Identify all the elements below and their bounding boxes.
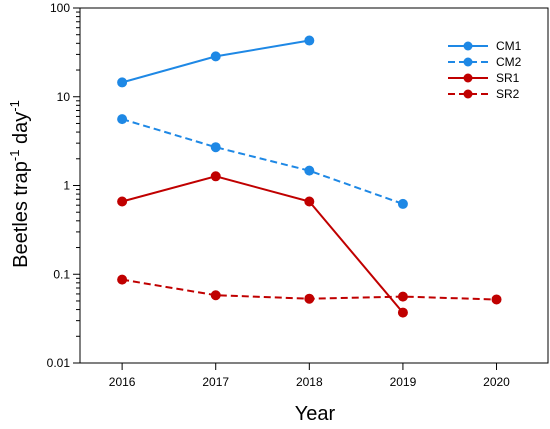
data-point-cm1 (210, 51, 221, 62)
series-layer (117, 35, 502, 318)
data-point-sr1 (304, 196, 315, 207)
y-axis-title-sup1: -1 (7, 150, 22, 162)
data-point-sr2 (304, 293, 315, 304)
data-point-sr2 (210, 290, 221, 301)
data-point-sr1 (397, 307, 408, 318)
axes: 0.01 0.1 1 10 100 2016 2017 2018 2019 2020 (47, 1, 549, 389)
data-point-cm2 (304, 165, 315, 176)
y-axis-title-sup2: -1 (7, 100, 22, 112)
data-point-cm1 (117, 77, 128, 88)
data-point-sr2 (117, 274, 128, 285)
series-line-cm1 (121, 39, 310, 84)
plot-frame (79, 7, 549, 364)
data-point-sr1 (117, 196, 128, 207)
y-axis-title: Beetles trap-1 day-1 (7, 100, 32, 268)
data-point-sr2 (397, 291, 408, 302)
y-tick-label: 100 (50, 1, 70, 15)
series-line-cm2 (121, 118, 404, 205)
y-axis-title-mid: day (10, 112, 32, 150)
legend-marker-sr1 (463, 73, 473, 83)
x-tick-label: 2017 (202, 375, 229, 389)
y-tick-label: 0.1 (53, 267, 70, 281)
legend-label-cm2: CM2 (496, 55, 522, 69)
data-point-sr2 (491, 294, 502, 305)
legend: CM1 CM2 SR1 SR2 (448, 39, 522, 101)
data-point-cm2 (117, 114, 128, 125)
x-tick-label: 2018 (296, 375, 323, 389)
legend-marker-sr2 (463, 89, 473, 99)
legend-label-sr2: SR2 (496, 87, 520, 101)
y-tick-label: 10 (57, 90, 71, 104)
y-axis-title-main: Beetles trap (10, 161, 32, 268)
data-point-cm2 (210, 142, 221, 153)
legend-marker-cm2 (463, 57, 473, 67)
y-tick-label: 1 (63, 179, 70, 193)
x-axis-title: Year (295, 403, 336, 425)
x-tick-label: 2016 (109, 375, 136, 389)
x-tick-label: 2019 (390, 375, 417, 389)
legend-label-sr1: SR1 (496, 71, 520, 85)
y-tick-label: 0.01 (47, 356, 71, 370)
legend-marker-cm1 (463, 41, 473, 51)
data-point-sr1 (210, 171, 221, 182)
data-point-cm2 (397, 198, 408, 209)
legend-label-cm1: CM1 (496, 39, 522, 53)
x-tick-label: 2020 (483, 375, 510, 389)
data-point-cm1 (304, 35, 315, 46)
series-line-sr1 (121, 175, 404, 314)
